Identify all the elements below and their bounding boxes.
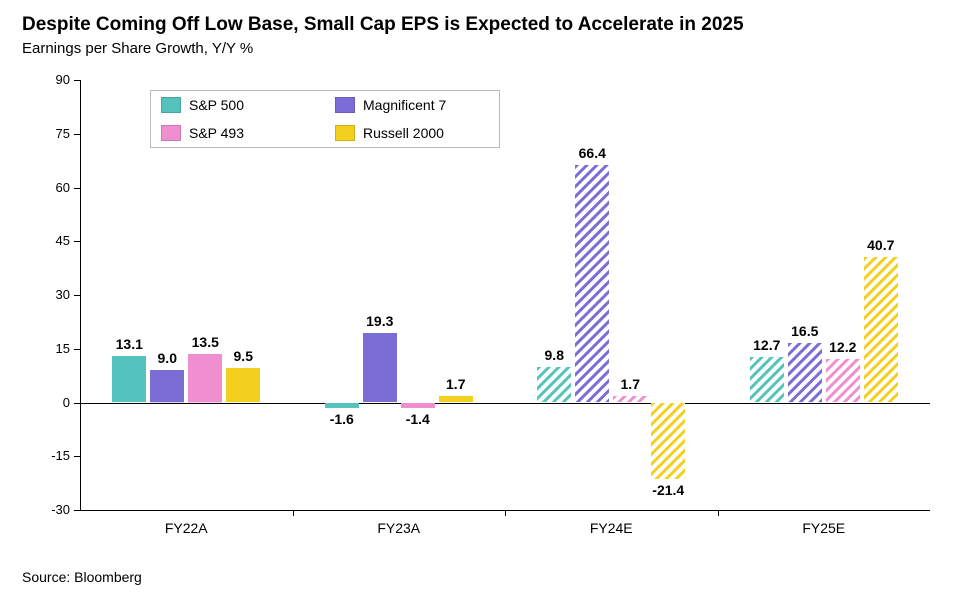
bar-value-label: 40.7 bbox=[867, 237, 894, 253]
bar bbox=[826, 359, 860, 403]
bar-value-label: 9.5 bbox=[234, 348, 253, 364]
bar bbox=[112, 356, 146, 403]
legend-swatch-icon bbox=[335, 125, 355, 141]
y-axis bbox=[80, 80, 81, 510]
bar bbox=[325, 403, 359, 409]
y-tick-label: 30 bbox=[30, 287, 70, 302]
x-category-label: FY23A bbox=[377, 520, 420, 536]
bar bbox=[401, 403, 435, 408]
bar bbox=[864, 257, 898, 403]
bar bbox=[188, 354, 222, 402]
bar-value-label: 1.7 bbox=[621, 376, 640, 392]
bar-value-label: 13.1 bbox=[116, 336, 143, 352]
x-category-label: FY25E bbox=[802, 520, 845, 536]
x-axis bbox=[80, 403, 930, 404]
bar bbox=[651, 403, 685, 480]
legend-swatch-icon bbox=[161, 97, 181, 113]
bar-value-label: -1.4 bbox=[406, 411, 430, 427]
legend-item-russell2000: Russell 2000 bbox=[325, 119, 499, 147]
legend-item-sp493: S&P 493 bbox=[151, 119, 325, 147]
y-tick bbox=[74, 295, 80, 296]
bar bbox=[363, 333, 397, 402]
bar-value-label: -1.6 bbox=[330, 411, 354, 427]
bar bbox=[150, 370, 184, 402]
y-tick-label: -30 bbox=[30, 502, 70, 517]
y-tick bbox=[74, 134, 80, 135]
x-axis-bottom bbox=[80, 510, 930, 511]
x-category-label: FY22A bbox=[165, 520, 208, 536]
bar bbox=[613, 396, 647, 402]
legend-label: S&P 500 bbox=[189, 97, 244, 113]
y-tick bbox=[74, 188, 80, 189]
bar-value-label: 1.7 bbox=[446, 376, 465, 392]
bar-value-label: 9.8 bbox=[545, 347, 564, 363]
bar-value-label: 12.2 bbox=[829, 339, 856, 355]
bar bbox=[537, 367, 571, 402]
bar-value-label: 16.5 bbox=[791, 323, 818, 339]
y-tick bbox=[74, 241, 80, 242]
y-tick bbox=[74, 456, 80, 457]
y-tick-label: 0 bbox=[30, 395, 70, 410]
bar-value-label: 19.3 bbox=[366, 313, 393, 329]
y-tick-label: 90 bbox=[30, 72, 70, 87]
legend-label: Russell 2000 bbox=[363, 125, 444, 141]
bar-value-label: -21.4 bbox=[652, 482, 684, 498]
legend-label: Magnificent 7 bbox=[363, 97, 446, 113]
x-category-label: FY24E bbox=[590, 520, 633, 536]
legend-item-sp500: S&P 500 bbox=[151, 91, 325, 119]
bar bbox=[750, 357, 784, 403]
legend-item-mag7: Magnificent 7 bbox=[325, 91, 499, 119]
bar bbox=[439, 396, 473, 402]
bar-value-label: 13.5 bbox=[192, 334, 219, 350]
bar-value-label: 66.4 bbox=[579, 145, 606, 161]
y-tick-label: 45 bbox=[30, 233, 70, 248]
chart-source: Source: Bloomberg bbox=[22, 569, 142, 585]
chart-subtitle: Earnings per Share Growth, Y/Y % bbox=[22, 40, 253, 57]
legend-label: S&P 493 bbox=[189, 125, 244, 141]
bar bbox=[226, 368, 260, 402]
y-tick-label: 75 bbox=[30, 126, 70, 141]
bar bbox=[575, 165, 609, 403]
chart-title: Despite Coming Off Low Base, Small Cap E… bbox=[22, 14, 744, 36]
y-tick bbox=[74, 349, 80, 350]
legend-swatch-icon bbox=[161, 125, 181, 141]
y-tick bbox=[74, 80, 80, 81]
y-tick-label: 60 bbox=[30, 180, 70, 195]
bar-value-label: 12.7 bbox=[753, 337, 780, 353]
eps-growth-bar-chart: S&P 500 Magnificent 7 S&P 493 Russell 20… bbox=[20, 70, 938, 550]
y-tick-label: -15 bbox=[30, 448, 70, 463]
chart-legend: S&P 500 Magnificent 7 S&P 493 Russell 20… bbox=[150, 90, 500, 148]
y-tick-label: 15 bbox=[30, 341, 70, 356]
legend-swatch-icon bbox=[335, 97, 355, 113]
bar-value-label: 9.0 bbox=[158, 350, 177, 366]
bar bbox=[788, 343, 822, 402]
